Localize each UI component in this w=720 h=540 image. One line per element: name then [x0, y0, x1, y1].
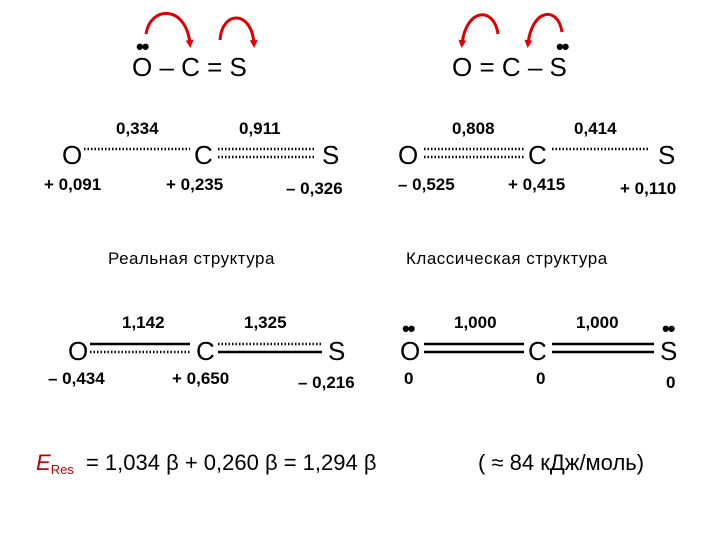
resonance-formula-right: O = C – S — [452, 52, 567, 82]
atom-c: C — [528, 140, 547, 170]
electron-shift-arrows — [144, 11, 564, 48]
resonance-energy-symbol: E — [36, 450, 51, 475]
charge-c: + 0,235 — [166, 175, 224, 194]
arrow-right-2 — [524, 13, 564, 48]
charge-c: + 0,650 — [172, 369, 230, 388]
charge-c: 0 — [536, 369, 546, 388]
atom-c: C — [528, 336, 547, 366]
atom-s: S — [658, 140, 676, 170]
arrow-right-1 — [458, 13, 500, 48]
lone-pair-o: •• — [402, 316, 415, 341]
bond-order-oc: 0,334 — [116, 119, 159, 138]
lone-pair-o-left: •• — [136, 34, 149, 59]
bond-order-cs: 0,911 — [239, 119, 281, 138]
bond-order-cs: 1,000 — [576, 313, 619, 332]
atom-o: O — [68, 336, 89, 366]
charge-o: – 0,525 — [398, 175, 455, 194]
charge-o: – 0,434 — [48, 369, 105, 388]
resonance-energy-subscript: Res — [50, 462, 74, 477]
charge-o: + 0,091 — [44, 175, 102, 194]
atom-o: O — [398, 140, 419, 170]
resonance-energy-expression: = 1,034 β + 0,260 β = 1,294 β — [85, 450, 377, 475]
resonance-formula-left: O – C = S — [132, 52, 247, 82]
charge-s: – 0,216 — [298, 373, 355, 392]
atom-c: C — [194, 140, 213, 170]
atom-s: S — [328, 336, 346, 366]
bond-order-cs: 1,325 — [244, 313, 287, 332]
bond-order-oc: 0,808 — [452, 119, 495, 138]
atom-o: O — [62, 140, 83, 170]
resonance-energy-note: ( ≈ 84 кДж/моль) — [478, 450, 645, 475]
bond-order-oc: 1,142 — [122, 313, 165, 332]
charge-o: 0 — [404, 369, 414, 388]
charge-s: + 0,110 — [620, 179, 677, 198]
atom-c: C — [196, 336, 215, 366]
bond-order-oc: 1,000 — [454, 313, 497, 332]
resonance-energy-equation: ERes = 1,034 β + 0,260 β = 1,294 β — [36, 450, 377, 477]
bond-order-cs: 0,414 — [574, 119, 617, 138]
caption-real-structure: Реальная структура — [108, 249, 275, 268]
atom-o: O — [400, 336, 421, 366]
charge-s: 0 — [666, 373, 676, 392]
arrow-left-2 — [218, 16, 258, 48]
caption-classic-structure: Классическая структура — [406, 249, 608, 268]
atom-s: S — [322, 140, 340, 170]
charge-c: + 0,415 — [508, 175, 566, 194]
lone-pair-s: •• — [662, 316, 675, 341]
charge-s: – 0,326 — [286, 179, 343, 198]
lone-pair-s-right: •• — [556, 34, 569, 59]
arrow-left-1 — [144, 11, 194, 48]
atom-s: S — [660, 336, 678, 366]
